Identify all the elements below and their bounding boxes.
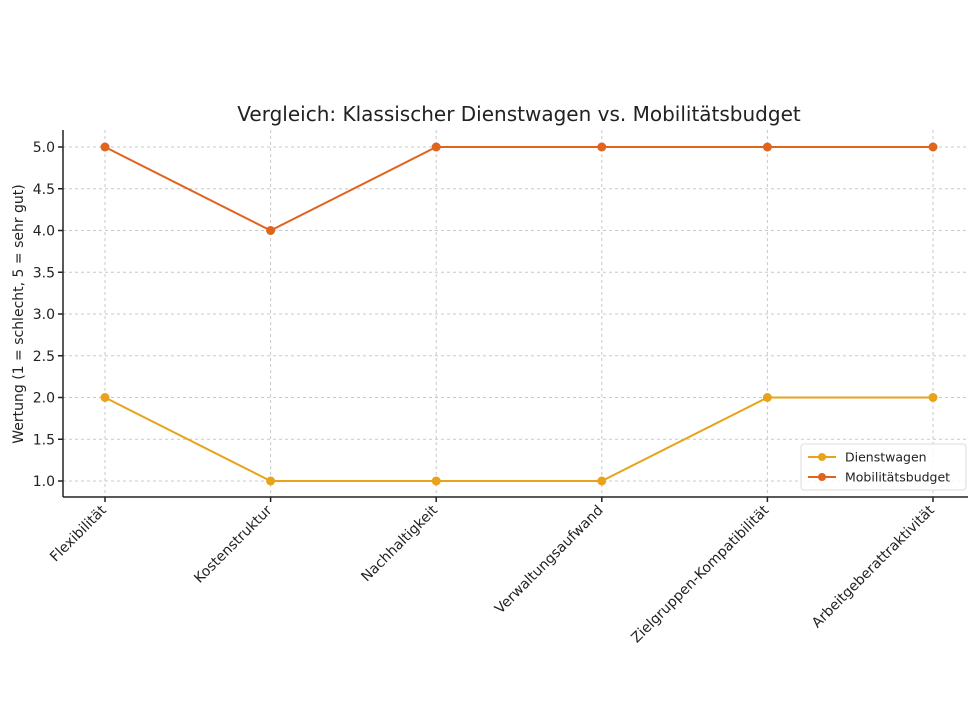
chart-title: Vergleich: Klassischer Dienstwagen vs. M… [237, 102, 801, 126]
y-tick-label: 3.5 [33, 265, 55, 281]
legend-label: Dienstwagen [845, 450, 927, 465]
legend-item: Mobilitätsbudget [808, 470, 950, 485]
data-point [266, 476, 276, 486]
legend-label: Mobilitätsbudget [845, 470, 950, 485]
data-point [597, 142, 607, 152]
y-axis-ticks: 1.0 1.5 2.0 2.5 3.0 3.5 4.0 4.5 5.0 [33, 140, 63, 490]
x-tick-label: Zielgruppen-Kompatibilität [628, 502, 772, 646]
series-dienstwagen [100, 393, 938, 486]
y-tick-label: 4.5 [33, 182, 55, 198]
y-tick-label: 2.5 [33, 349, 55, 365]
legend-marker [818, 473, 826, 481]
series-mobilitätsbudget [100, 142, 938, 235]
legend-item: Dienstwagen [808, 450, 927, 465]
legend-marker [818, 453, 826, 461]
x-tick-label: Kostenstruktur [191, 502, 275, 586]
x-tick-label: Verwaltungsaufwand [492, 503, 607, 618]
y-tick-label: 5.0 [33, 140, 55, 156]
series [100, 142, 938, 486]
data-point [928, 142, 938, 152]
y-tick-label: 1.0 [33, 474, 55, 490]
y-tick-label: 2.0 [33, 391, 55, 407]
x-tick-label: Flexibilität [47, 502, 110, 565]
data-point [431, 142, 441, 152]
data-point [431, 476, 441, 486]
data-point [928, 393, 938, 402]
data-point [100, 142, 110, 152]
y-tick-label: 3.0 [33, 307, 55, 323]
series-line [104, 146, 933, 232]
data-point [266, 226, 276, 235]
data-point [100, 393, 110, 402]
y-axis-label: Wertung (1 = schlecht, 5 = sehr gut) [11, 184, 27, 444]
y-tick-label: 1.5 [33, 432, 55, 448]
data-point [762, 393, 772, 402]
grid [63, 130, 968, 497]
y-tick-label: 4.0 [33, 224, 55, 240]
legend: Dienstwagen Mobilitätsbudget [800, 443, 967, 491]
series-line [104, 396, 933, 482]
x-axis-ticks: Flexibilität Kostenstruktur Nachhaltigkeit… [47, 497, 938, 646]
x-tick-label: Arbeitgeberattraktivität [809, 502, 938, 631]
data-point [597, 476, 607, 486]
data-point [762, 142, 772, 152]
legend-box [800, 443, 967, 491]
x-tick-label: Nachhaltigkeit [358, 502, 441, 585]
